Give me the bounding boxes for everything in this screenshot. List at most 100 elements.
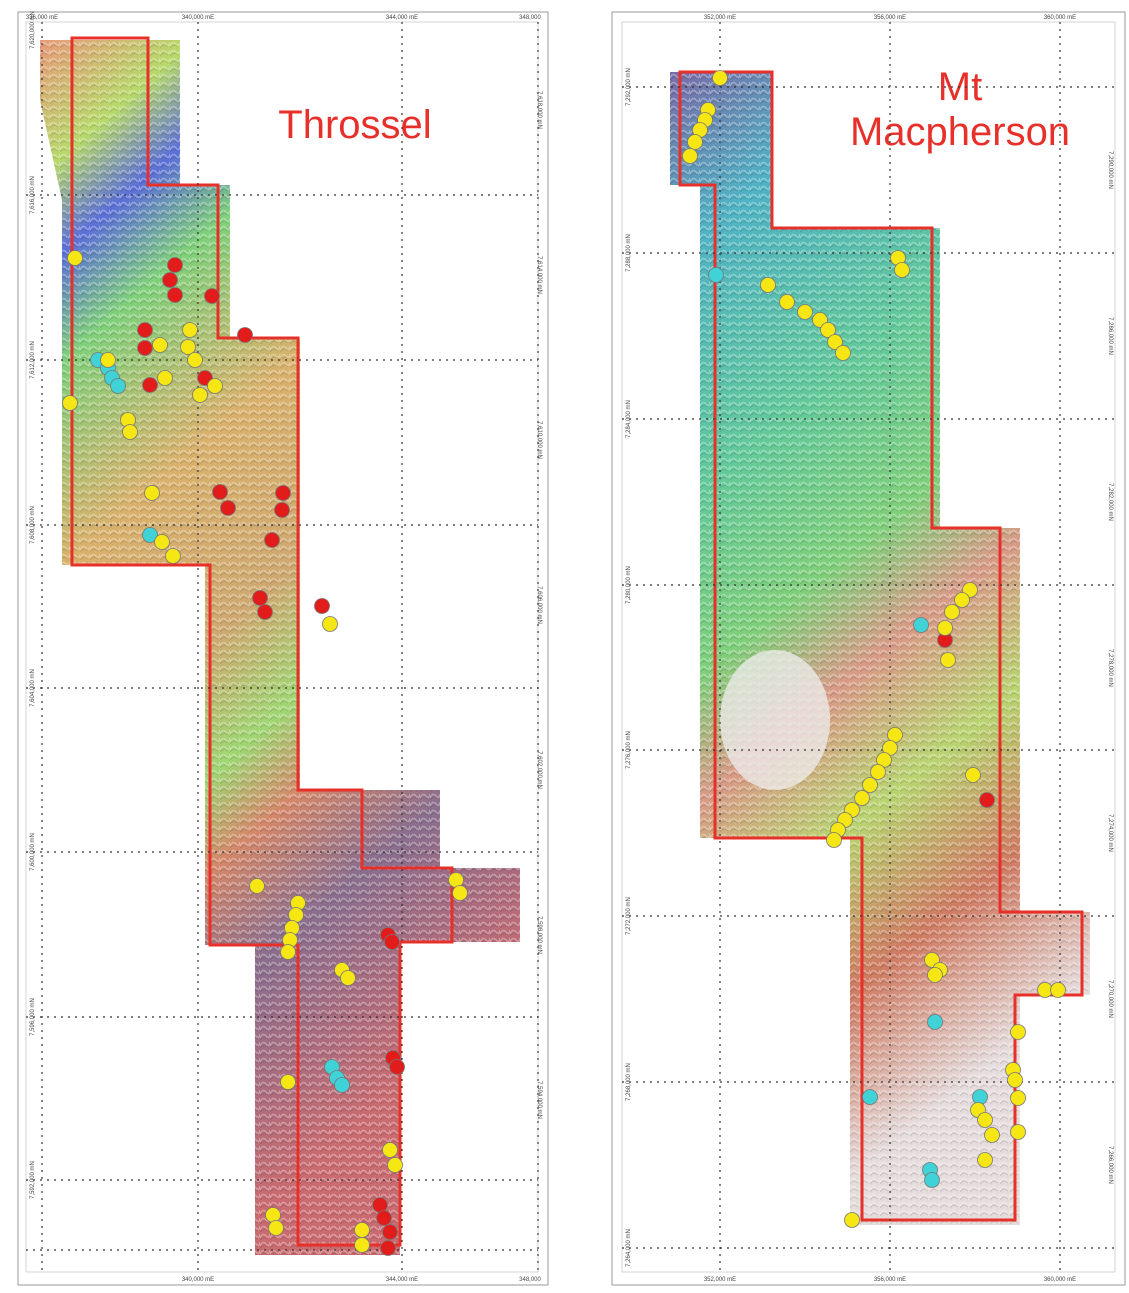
drill-hole xyxy=(249,878,265,894)
drill-hole xyxy=(157,370,173,386)
y-tick-label: 7,598,000 mN xyxy=(536,916,542,954)
drill-hole xyxy=(212,484,228,500)
drill-hole xyxy=(142,527,158,543)
right-survey xyxy=(670,70,1090,1225)
drill-hole xyxy=(100,352,116,368)
drill-hole xyxy=(913,617,929,633)
drill-hole xyxy=(204,288,220,304)
y-tick-label: 7,280,000 mN xyxy=(626,566,632,604)
y-tick-label: 7,592,000 mN xyxy=(30,1161,36,1199)
drill-hole xyxy=(937,620,953,636)
drill-hole xyxy=(322,616,338,632)
y-tick-label: 7,266,000 mN xyxy=(1107,1146,1113,1184)
drill-hole xyxy=(977,1112,993,1128)
x-tick-label: 336,000 mE xyxy=(26,15,58,21)
right-frame xyxy=(611,11,1126,1286)
drill-hole xyxy=(452,885,468,901)
drill-hole xyxy=(280,944,296,960)
drill-hole xyxy=(862,777,878,793)
y-tick-label: 7,264,000 mN xyxy=(626,1229,632,1267)
drill-hole xyxy=(257,604,273,620)
x-tick-label: 348,000 xyxy=(519,1277,541,1283)
drill-hole xyxy=(382,1224,398,1240)
drill-hole xyxy=(870,764,886,780)
drill-hole xyxy=(207,378,223,394)
left-survey xyxy=(40,36,520,1255)
drill-hole xyxy=(167,257,183,273)
drill-hole xyxy=(927,1014,943,1030)
drill-hole xyxy=(376,1210,392,1226)
drill-hole xyxy=(927,967,943,983)
drill-hole xyxy=(797,304,813,320)
drill-hole xyxy=(144,485,160,501)
y-tick-label: 7,268,000 mN xyxy=(626,1063,632,1101)
drill-hole xyxy=(275,485,291,501)
drill-hole xyxy=(826,832,842,848)
drill-hole xyxy=(1007,1072,1023,1088)
y-tick-label: 7,292,000 mN xyxy=(626,68,632,106)
panel-title: Macpherson xyxy=(850,110,1070,154)
x-tick-label: 356,000 mE xyxy=(874,1277,906,1283)
drill-hole xyxy=(384,934,400,950)
drill-hole xyxy=(237,327,253,343)
drill-hole xyxy=(965,767,981,783)
y-tick-label: 7,614,000 mN xyxy=(536,256,542,294)
y-tick-label: 7,282,000 mN xyxy=(1107,483,1113,521)
y-tick-label: 7,618,000 mN xyxy=(536,91,542,129)
y-tick-label: 7,600,000 mN xyxy=(30,833,36,871)
drill-hole xyxy=(835,345,851,361)
drill-hole xyxy=(862,1089,878,1105)
drill-hole xyxy=(265,1207,281,1223)
y-tick-label: 7,278,000 mN xyxy=(1107,649,1113,687)
drill-hole xyxy=(340,970,356,986)
x-tick-label: 352,000 mE xyxy=(704,15,736,21)
y-tick-label: 7,604,000 mN xyxy=(30,669,36,707)
drill-hole xyxy=(760,277,776,293)
drill-hole xyxy=(280,1074,296,1090)
drill-hole xyxy=(354,1237,370,1253)
drill-hole xyxy=(314,598,330,614)
drill-hole xyxy=(334,1077,350,1093)
drill-hole xyxy=(137,340,153,356)
drill-hole xyxy=(972,1089,988,1105)
y-tick-label: 7,620,000 mN xyxy=(30,11,36,49)
y-tick-label: 7,602,000 mN xyxy=(536,751,542,789)
y-tick-label: 7,610,000 mN xyxy=(536,421,542,459)
drill-hole xyxy=(162,272,178,288)
drill-hole xyxy=(187,352,203,368)
drill-hole xyxy=(220,500,236,516)
x-tick-label: 348,000 xyxy=(519,15,541,21)
drill-hole xyxy=(252,590,268,606)
drill-hole xyxy=(152,337,168,353)
drill-hole xyxy=(387,1157,403,1173)
x-tick-label: 352,000 mE xyxy=(704,1277,736,1283)
y-tick-label: 7,270,000 mN xyxy=(1107,980,1113,1018)
x-tick-label: 360,000 mE xyxy=(1044,15,1076,21)
drill-hole xyxy=(182,322,198,338)
drill-hole xyxy=(687,134,703,150)
x-tick-label: 344,000 mE xyxy=(386,1277,418,1283)
drill-hole xyxy=(894,262,910,278)
drill-hole xyxy=(977,1152,993,1168)
drill-hole xyxy=(854,790,870,806)
drill-hole xyxy=(954,592,970,608)
overlay: 336,000 mE 340,000 mE 344,000 mE 348,000 340… xyxy=(26,11,1115,1283)
y-tick-label: 7,612,000 mN xyxy=(30,341,36,379)
drill-hole xyxy=(110,378,126,394)
y-tick-label: 7,616,000 mN xyxy=(30,176,36,214)
drill-hole xyxy=(1010,1124,1026,1140)
left-frame xyxy=(17,11,549,1286)
x-tick-label: 344,000 mE xyxy=(386,15,418,21)
drill-hole xyxy=(154,534,170,550)
drill-hole xyxy=(264,532,280,548)
drill-hole xyxy=(165,548,181,564)
drill-hole xyxy=(979,792,995,808)
drill-hole xyxy=(62,395,78,411)
drill-hole xyxy=(67,250,83,266)
y-tick-label: 7,594,000 mN xyxy=(536,1081,542,1119)
drill-hole xyxy=(940,652,956,668)
panel-title: Throssel xyxy=(278,103,431,147)
drill-hole xyxy=(268,1220,284,1236)
drill-hole xyxy=(924,1172,940,1188)
